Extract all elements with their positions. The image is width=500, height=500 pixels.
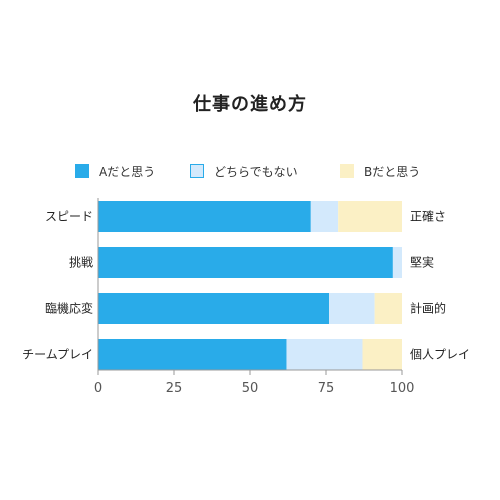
x-tick-label-3: 50 [242,381,259,396]
legend-item-b[interactable]: Bだと思う [340,161,420,181]
bar-segment-3-series-2 [329,293,375,324]
chart-legend: Aだと思う どちらでもない Bだと思う [0,161,500,181]
legend-item-a[interactable]: Aだと思う [75,161,155,181]
category-label-right-4: 個人プレイ [410,348,470,362]
bar-segment-4-series-2 [286,339,363,370]
legend-swatch-b [340,164,354,178]
bar-segment-3-series-1 [98,293,330,324]
x-tick-label-2: 25 [166,381,183,396]
legend-item-neutral[interactable]: どちらでもない [190,161,298,181]
legend-label-a: Aだと思う [99,164,156,179]
category-label-left-1: スピード [45,210,93,224]
legend-swatch-a [75,164,89,178]
category-label-right-2: 堅実 [410,255,434,270]
legend-swatch-neutral [190,164,204,178]
bar-segment-1-series-2 [310,201,339,232]
legend-label-b: Bだと思う [364,164,421,179]
bar-segment-4-series-3 [362,339,402,370]
category-label-right-3: 計画的 [410,301,446,316]
bar-segment-2-series-1 [98,247,393,278]
category-label-left-3: 臨機応変 [45,301,93,316]
category-label-left-4: チームプレイ [22,348,93,362]
legend-label-neutral: どちらでもない [214,164,298,179]
bar-segment-1-series-1 [98,201,311,232]
bar-segment-3-series-3 [374,293,402,324]
category-label-right-1: 正確さ [410,209,446,224]
category-label-left-2: 挑戦 [69,256,93,270]
chart-title: 仕事の進め方 [193,94,307,115]
x-tick-label-1: 0 [94,381,102,396]
bar-segment-4-series-1 [98,339,287,370]
x-tick-label-4: 75 [318,381,335,396]
x-tick-label-5: 100 [390,381,415,396]
bar-segment-1-series-3 [338,201,402,232]
bar-segment-2-series-2 [392,247,402,278]
